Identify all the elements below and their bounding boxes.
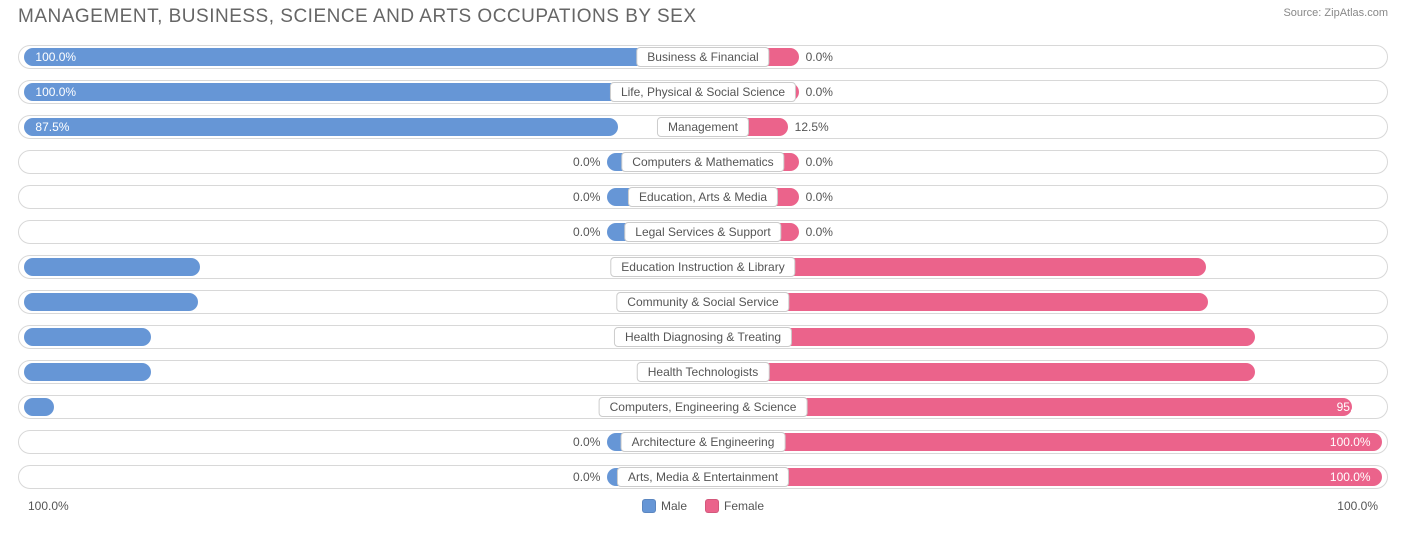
category-label: Health Diagnosing & Treating [614,327,792,347]
source-value: ZipAtlas.com [1324,7,1388,19]
male-bar [24,293,198,311]
legend-female-label: Female [724,499,764,513]
chart-row: 4.4%95.7%Computers, Engineering & Scienc… [18,392,1388,422]
female-value: 81.4% [1337,330,1371,344]
source-attribution: Source: ZipAtlas.com [1283,6,1388,20]
male-bar [24,398,54,416]
male-value: 87.5% [35,120,69,134]
chart-row: 25.8%74.2%Education Instruction & Librar… [18,252,1388,282]
male-bar [24,48,703,66]
chart-row: 25.6%74.4%Community & Social Service [18,287,1388,317]
category-label: Education, Arts & Media [628,187,778,207]
male-value: 0.0% [573,470,600,484]
male-bar [24,328,150,346]
female-value: 12.5% [795,120,829,134]
source-label: Source: [1283,7,1321,19]
female-bar [703,468,1382,486]
row-track: 0.0% 100.0% Arts, Media & Entertainment [18,465,1388,489]
chart-row: 0.0% 0.0% Computers & Mathematics [18,147,1388,177]
legend-female: Female [705,499,764,513]
chart-row: 100.0% 0.0% Business & Financial [18,42,1388,72]
row-track: 18.6%81.4%Health Diagnosing & Treating [18,325,1388,349]
female-value: 95.7% [1337,400,1371,414]
chart-row: 0.0% 0.0% Education, Arts & Media [18,182,1388,212]
legend: Male Female [642,499,764,513]
female-value: 100.0% [1330,435,1371,449]
axis-left-label: 100.0% [28,499,108,513]
chart-row: 0.0% 100.0% Arts, Media & Entertainment [18,462,1388,492]
category-label: Education Instruction & Library [610,257,795,277]
male-bar [24,118,618,136]
category-label: Business & Financial [636,47,769,67]
category-label: Management [657,117,749,137]
row-track: 25.6%74.4%Community & Social Service [18,290,1388,314]
female-bar [703,433,1382,451]
row-track: 0.0% 0.0% Education, Arts & Media [18,185,1388,209]
row-track: 87.5% 12.5% Management [18,115,1388,139]
male-bar [24,258,199,276]
female-value: 0.0% [806,225,833,239]
category-label: Computers, Engineering & Science [599,397,808,417]
chart-row: 18.6%81.4%Health Technologists [18,357,1388,387]
category-label: Health Technologists [637,362,770,382]
male-value: 100.0% [35,85,76,99]
category-label: Computers & Mathematics [621,152,784,172]
male-value: 0.0% [573,225,600,239]
male-value: 0.0% [573,435,600,449]
row-track: 0.0% 0.0% Computers & Mathematics [18,150,1388,174]
female-bar [703,363,1255,381]
chart-row: 0.0% 100.0% Architecture & Engineering [18,427,1388,457]
category-label: Architecture & Engineering [621,432,786,452]
female-value: 81.4% [1337,365,1371,379]
row-track: 4.4%95.7%Computers, Engineering & Scienc… [18,395,1388,419]
chart-title: MANAGEMENT, BUSINESS, SCIENCE AND ARTS O… [18,6,697,28]
axis-right-label: 100.0% [1298,499,1378,513]
legend-male: Male [642,499,687,513]
male-value: 0.0% [573,190,600,204]
row-track: 25.8%74.2%Education Instruction & Librar… [18,255,1388,279]
female-value: 0.0% [806,155,833,169]
chart-row: 100.0% 0.0% Life, Physical & Social Scienc… [18,77,1388,107]
chart-footer: 100.0% Male Female 100.0% [0,497,1406,513]
category-label: Community & Social Service [616,292,789,312]
female-value: 74.2% [1337,260,1371,274]
male-value: 0.0% [573,155,600,169]
female-value: 0.0% [806,85,833,99]
category-label: Arts, Media & Entertainment [617,467,789,487]
female-value: 74.4% [1337,295,1371,309]
female-value: 100.0% [1330,470,1371,484]
chart-row: 87.5% 12.5% Management [18,112,1388,142]
male-value: 100.0% [35,50,76,64]
occupations-chart: 100.0%0.0%Business & Financial100.0%0.0%… [0,38,1406,492]
row-track: 100.0% 0.0% Life, Physical & Social Scienc… [18,80,1388,104]
row-track: 0.0% 0.0% Legal Services & Support [18,220,1388,244]
male-bar [24,363,150,381]
row-track: 0.0% 100.0% Architecture & Engineering [18,430,1388,454]
legend-male-label: Male [661,499,687,513]
chart-row: 0.0% 0.0% Legal Services & Support [18,217,1388,247]
female-value: 0.0% [806,50,833,64]
male-bar [24,83,703,101]
female-value: 0.0% [806,190,833,204]
chart-header: MANAGEMENT, BUSINESS, SCIENCE AND ARTS O… [0,0,1406,38]
male-swatch-icon [642,499,656,513]
category-label: Legal Services & Support [624,222,781,242]
category-label: Life, Physical & Social Science [610,82,796,102]
chart-row: 18.6%81.4%Health Diagnosing & Treating [18,322,1388,352]
row-track: 100.0% 0.0% Business & Financial [18,45,1388,69]
row-track: 18.6%81.4%Health Technologists [18,360,1388,384]
female-swatch-icon [705,499,719,513]
